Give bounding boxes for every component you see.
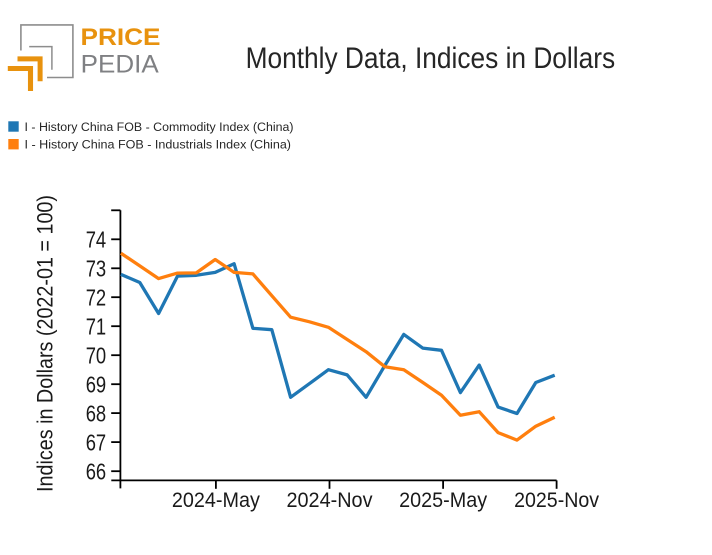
svg-text:Monthly Data, Indices in Dolla: Monthly Data, Indices in Dollars bbox=[246, 42, 615, 75]
svg-text:2024-May: 2024-May bbox=[172, 488, 260, 512]
svg-text:67: 67 bbox=[86, 429, 107, 455]
svg-text:68: 68 bbox=[86, 400, 107, 426]
svg-text:Indices in Dollars (2022-01 =: Indices in Dollars (2022-01 = 100) bbox=[33, 195, 58, 492]
svg-text:2025-Nov: 2025-Nov bbox=[514, 488, 599, 512]
svg-text:69: 69 bbox=[86, 372, 107, 398]
svg-text:66: 66 bbox=[86, 459, 107, 485]
svg-text:2025-May: 2025-May bbox=[399, 488, 487, 512]
svg-text:PRICE: PRICE bbox=[81, 24, 161, 51]
svg-text:I - History China FOB - Commod: I - History China FOB - Commodity Index … bbox=[25, 120, 294, 134]
svg-text:PEDIA: PEDIA bbox=[81, 51, 160, 78]
svg-text:2024-Nov: 2024-Nov bbox=[287, 488, 373, 512]
svg-text:73: 73 bbox=[86, 256, 107, 282]
svg-text:74: 74 bbox=[86, 227, 107, 253]
svg-text:71: 71 bbox=[86, 314, 107, 340]
svg-text:I - History China FOB - Indust: I - History China FOB - Industrials Inde… bbox=[25, 138, 292, 152]
svg-text:70: 70 bbox=[86, 343, 107, 369]
svg-text:72: 72 bbox=[86, 285, 107, 311]
